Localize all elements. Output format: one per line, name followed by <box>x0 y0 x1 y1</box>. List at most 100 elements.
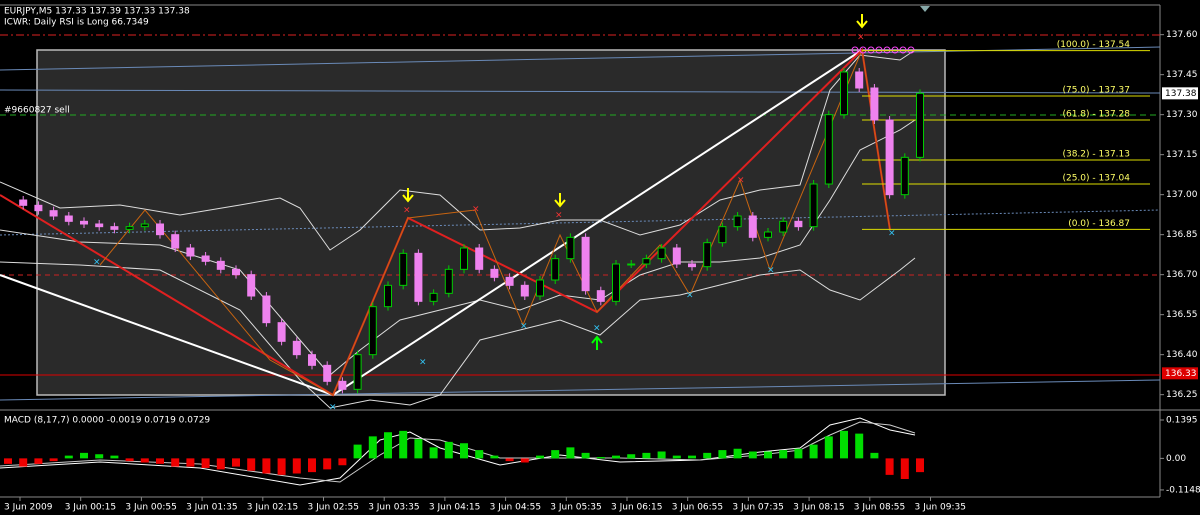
price-tick-label: 137.15 <box>1166 150 1198 160</box>
macd-bar <box>460 443 468 459</box>
marker: × <box>403 206 411 216</box>
macd-bar <box>156 458 164 464</box>
price-tick-label: 137.30 <box>1166 110 1198 120</box>
time-label: 3 Jun 08:55 <box>854 503 905 513</box>
macd-bar <box>581 452 590 459</box>
dot <box>867 46 875 54</box>
macd-bar <box>353 444 362 459</box>
macd-bar <box>551 450 560 459</box>
candle <box>581 236 590 292</box>
macd-bar <box>95 454 104 459</box>
candle <box>764 231 772 238</box>
symbol-line: EURJPY,M5 137.33 137.39 137.33 137.38 <box>4 7 190 17</box>
macd-bar <box>384 432 392 459</box>
macd-bar <box>870 452 879 459</box>
macd-bar <box>505 458 514 462</box>
candle <box>140 223 149 228</box>
macd-bar <box>490 455 499 459</box>
marker: × <box>857 33 865 43</box>
marker: × <box>419 358 427 368</box>
candle <box>824 114 833 185</box>
candle <box>64 215 73 222</box>
macd-bar <box>292 458 301 474</box>
macd-bar <box>186 458 195 467</box>
marker: × <box>472 205 480 215</box>
macd-bar <box>794 448 803 459</box>
macd-bar <box>596 456 605 459</box>
fib-label: (0.0) - 136.87 <box>1068 219 1130 229</box>
candle <box>353 354 362 390</box>
dot <box>899 46 907 54</box>
candle <box>627 263 636 266</box>
candle <box>80 220 88 225</box>
candle <box>703 242 712 268</box>
candle <box>794 220 803 228</box>
macd-bar <box>247 458 256 471</box>
candle <box>870 87 879 121</box>
candle <box>657 247 666 260</box>
marker: × <box>686 291 694 301</box>
fib-label: (38.2) - 137.13 <box>1062 150 1130 160</box>
price-tag-label: 136.33 <box>1165 369 1197 379</box>
macd-bar <box>627 454 636 459</box>
candle <box>855 71 864 89</box>
bollinger-lower <box>0 257 916 409</box>
time-label: 3 Jun 07:35 <box>732 503 783 513</box>
price-tick-label: 136.70 <box>1166 270 1198 280</box>
macd-bar <box>201 458 210 468</box>
fib-label: (75.0) - 137.37 <box>1062 86 1130 96</box>
time-label: 3 Jun 06:15 <box>611 503 662 513</box>
time-label: 3 Jun 03:35 <box>368 503 419 513</box>
macd-bar <box>171 458 180 467</box>
macd-bar <box>748 451 757 459</box>
candle <box>368 306 377 356</box>
price-tick-label: 137.45 <box>1166 70 1198 80</box>
time-label: 3 Jun 02:55 <box>308 503 359 513</box>
macd-bar <box>916 458 924 473</box>
macd-bar <box>764 451 772 459</box>
macd-bar <box>536 455 544 459</box>
marker: × <box>767 266 775 276</box>
price-tick-label: 136.40 <box>1166 350 1198 360</box>
macd-bar <box>779 450 788 459</box>
down-arrow <box>402 188 414 203</box>
up-arrow <box>591 335 603 350</box>
macd-bar <box>809 444 818 459</box>
macd-tick-label: 0.1395 <box>1166 416 1198 426</box>
channel-line <box>0 379 1161 401</box>
macd-bar <box>216 458 225 470</box>
macd-bar <box>657 451 666 459</box>
dot <box>883 46 891 54</box>
candle <box>536 279 544 297</box>
macd-bar <box>566 447 575 459</box>
macd-bar <box>80 452 88 459</box>
candle <box>429 292 438 302</box>
candle <box>34 204 43 212</box>
candle <box>916 92 924 158</box>
dot <box>851 46 859 54</box>
marker: × <box>520 322 528 332</box>
candle <box>110 226 119 230</box>
macd-bar <box>125 458 134 462</box>
macd-bar <box>262 458 271 474</box>
candle <box>156 223 164 236</box>
marker: × <box>593 324 601 334</box>
marker: × <box>93 258 101 268</box>
macd-bar <box>824 436 833 459</box>
macd-bar <box>140 458 149 463</box>
candle <box>885 119 894 196</box>
candle <box>505 276 514 286</box>
trade-label: #9660827 sell <box>4 106 70 116</box>
candle <box>19 199 28 206</box>
candle <box>840 71 848 116</box>
channel-line <box>0 89 1161 94</box>
candle <box>612 263 620 302</box>
macd-bar <box>520 458 529 463</box>
macd-bar <box>688 455 696 459</box>
candle <box>277 322 286 342</box>
price-tag <box>1162 87 1198 100</box>
macd-bar <box>4 458 12 464</box>
time-label: 3 Jun 08:15 <box>793 503 844 513</box>
